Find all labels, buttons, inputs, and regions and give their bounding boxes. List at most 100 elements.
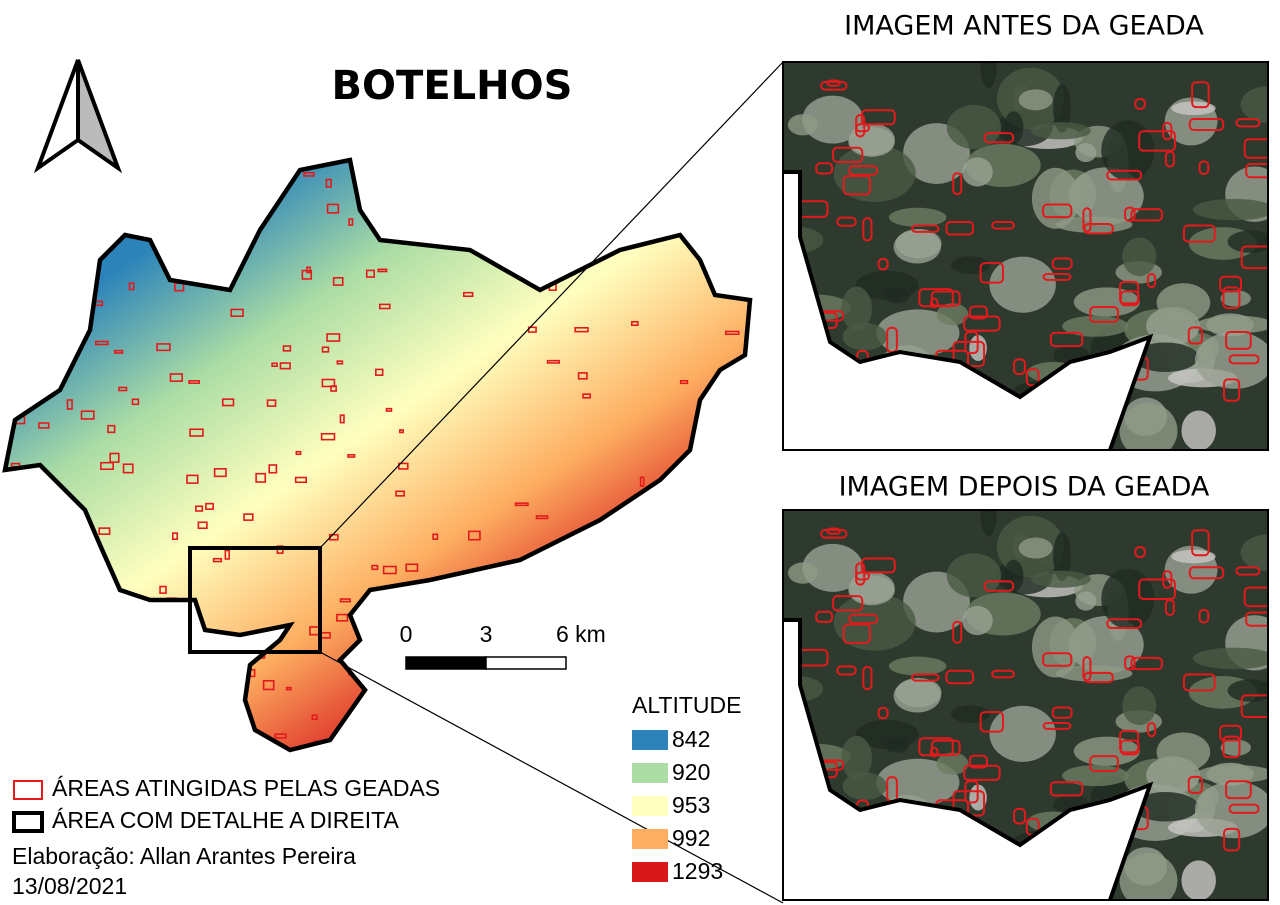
frost-outline	[832, 146, 864, 163]
frost-outline	[1082, 656, 1092, 682]
frost-outline	[1182, 224, 1216, 243]
frost-outline	[1025, 368, 1040, 387]
frost-outline	[1243, 138, 1268, 159]
frost-outline	[860, 557, 896, 574]
frost-outline	[929, 297, 939, 309]
frost-outline	[503, 737, 511, 743]
frost-outline	[582, 393, 591, 399]
land-patch	[841, 286, 872, 331]
frost-outline	[684, 663, 697, 672]
frost-outline	[158, 178, 165, 189]
frost-outline	[371, 564, 379, 571]
frost-outline	[929, 746, 939, 758]
frost-outline	[128, 282, 135, 291]
frost-outline	[13, 334, 26, 339]
frost-outline	[979, 262, 1005, 284]
detail-box	[188, 546, 322, 654]
frost-outline	[94, 340, 109, 346]
frost-outline	[991, 669, 1015, 679]
frost-outline	[1228, 354, 1260, 365]
frost-outline	[48, 566, 57, 575]
frost-outline	[945, 669, 975, 685]
frost-outline	[325, 178, 332, 188]
frost-outline	[285, 686, 292, 691]
frost-outline	[731, 402, 741, 408]
frost-outline	[90, 643, 97, 650]
frost-outline	[1240, 694, 1268, 719]
satellite-panel	[782, 61, 1269, 451]
frost-outline	[407, 233, 419, 240]
legend-swatch	[632, 862, 668, 882]
frost-outline	[1235, 566, 1261, 576]
land-patch	[989, 256, 1056, 313]
frost-outline	[111, 703, 125, 713]
author: Elaboração: Allan Arantes Pereira	[12, 843, 356, 869]
frost-outline	[339, 598, 351, 603]
frost-outline	[385, 166, 396, 174]
frost-outline	[1188, 118, 1225, 132]
frost-outline	[98, 527, 111, 535]
frost-outline	[375, 368, 384, 376]
frost-outline	[326, 333, 341, 342]
frost-outline	[1245, 162, 1268, 179]
land-patch	[1181, 860, 1216, 900]
frost-outline	[321, 346, 330, 353]
satellite-image	[783, 510, 1268, 900]
land-patch	[1101, 568, 1155, 629]
frost-outline	[963, 315, 1001, 332]
frost-outline	[125, 708, 140, 717]
frost-outline	[86, 699, 99, 708]
frost-outline	[1235, 118, 1261, 128]
frost-outline	[1083, 671, 1114, 684]
land-patch	[1075, 591, 1097, 611]
frost-outline	[159, 585, 167, 594]
frost-outline	[963, 764, 1001, 781]
land-patch	[962, 605, 993, 636]
frost-outline	[498, 219, 505, 229]
frost-outline	[303, 171, 315, 177]
frost-outline	[385, 407, 393, 412]
frost-outline	[1240, 245, 1268, 270]
land-patch	[1132, 342, 1199, 372]
frost-outline	[1222, 286, 1241, 310]
frost-outline	[172, 532, 179, 541]
land-patch	[936, 303, 969, 326]
land-patch	[841, 735, 872, 781]
legend-title: ALTITUDE	[632, 692, 741, 718]
municipality-border	[2, 157, 753, 753]
scale-label: 6 km	[556, 621, 606, 647]
altitude-raster	[5, 160, 750, 750]
land-patch	[1031, 122, 1091, 140]
frost-outline	[320, 432, 336, 441]
land-patch	[1192, 647, 1268, 670]
frost-outline	[216, 717, 224, 728]
frost-outline	[815, 162, 834, 175]
land-patch	[1122, 686, 1157, 726]
frost-outline	[62, 266, 68, 274]
frost-outline	[13, 183, 26, 194]
frost-outline	[122, 463, 134, 474]
frost-outline	[877, 706, 889, 720]
frost-outline	[1182, 673, 1216, 692]
frost-outline	[1134, 546, 1146, 559]
frost-outline	[1051, 706, 1073, 719]
frost-outline	[378, 670, 391, 680]
frost-outline	[639, 476, 645, 487]
frost-outline	[75, 193, 85, 199]
frost-outline	[983, 132, 1015, 144]
frost-outline	[630, 320, 639, 326]
frost-outline	[862, 217, 873, 242]
frost-outline	[1013, 358, 1026, 375]
land-patch	[1240, 86, 1268, 123]
frost-outline	[526, 650, 534, 658]
land-patch	[1018, 537, 1053, 559]
frost-outline	[1223, 378, 1241, 402]
frost-outline	[598, 166, 614, 175]
land-patch	[989, 705, 1056, 762]
outside-area	[783, 172, 1150, 450]
frost-outline	[127, 683, 134, 693]
land-patch	[962, 157, 993, 187]
frost-outline	[1245, 611, 1268, 627]
land-patch	[1101, 120, 1155, 181]
frost-outline	[113, 607, 122, 617]
